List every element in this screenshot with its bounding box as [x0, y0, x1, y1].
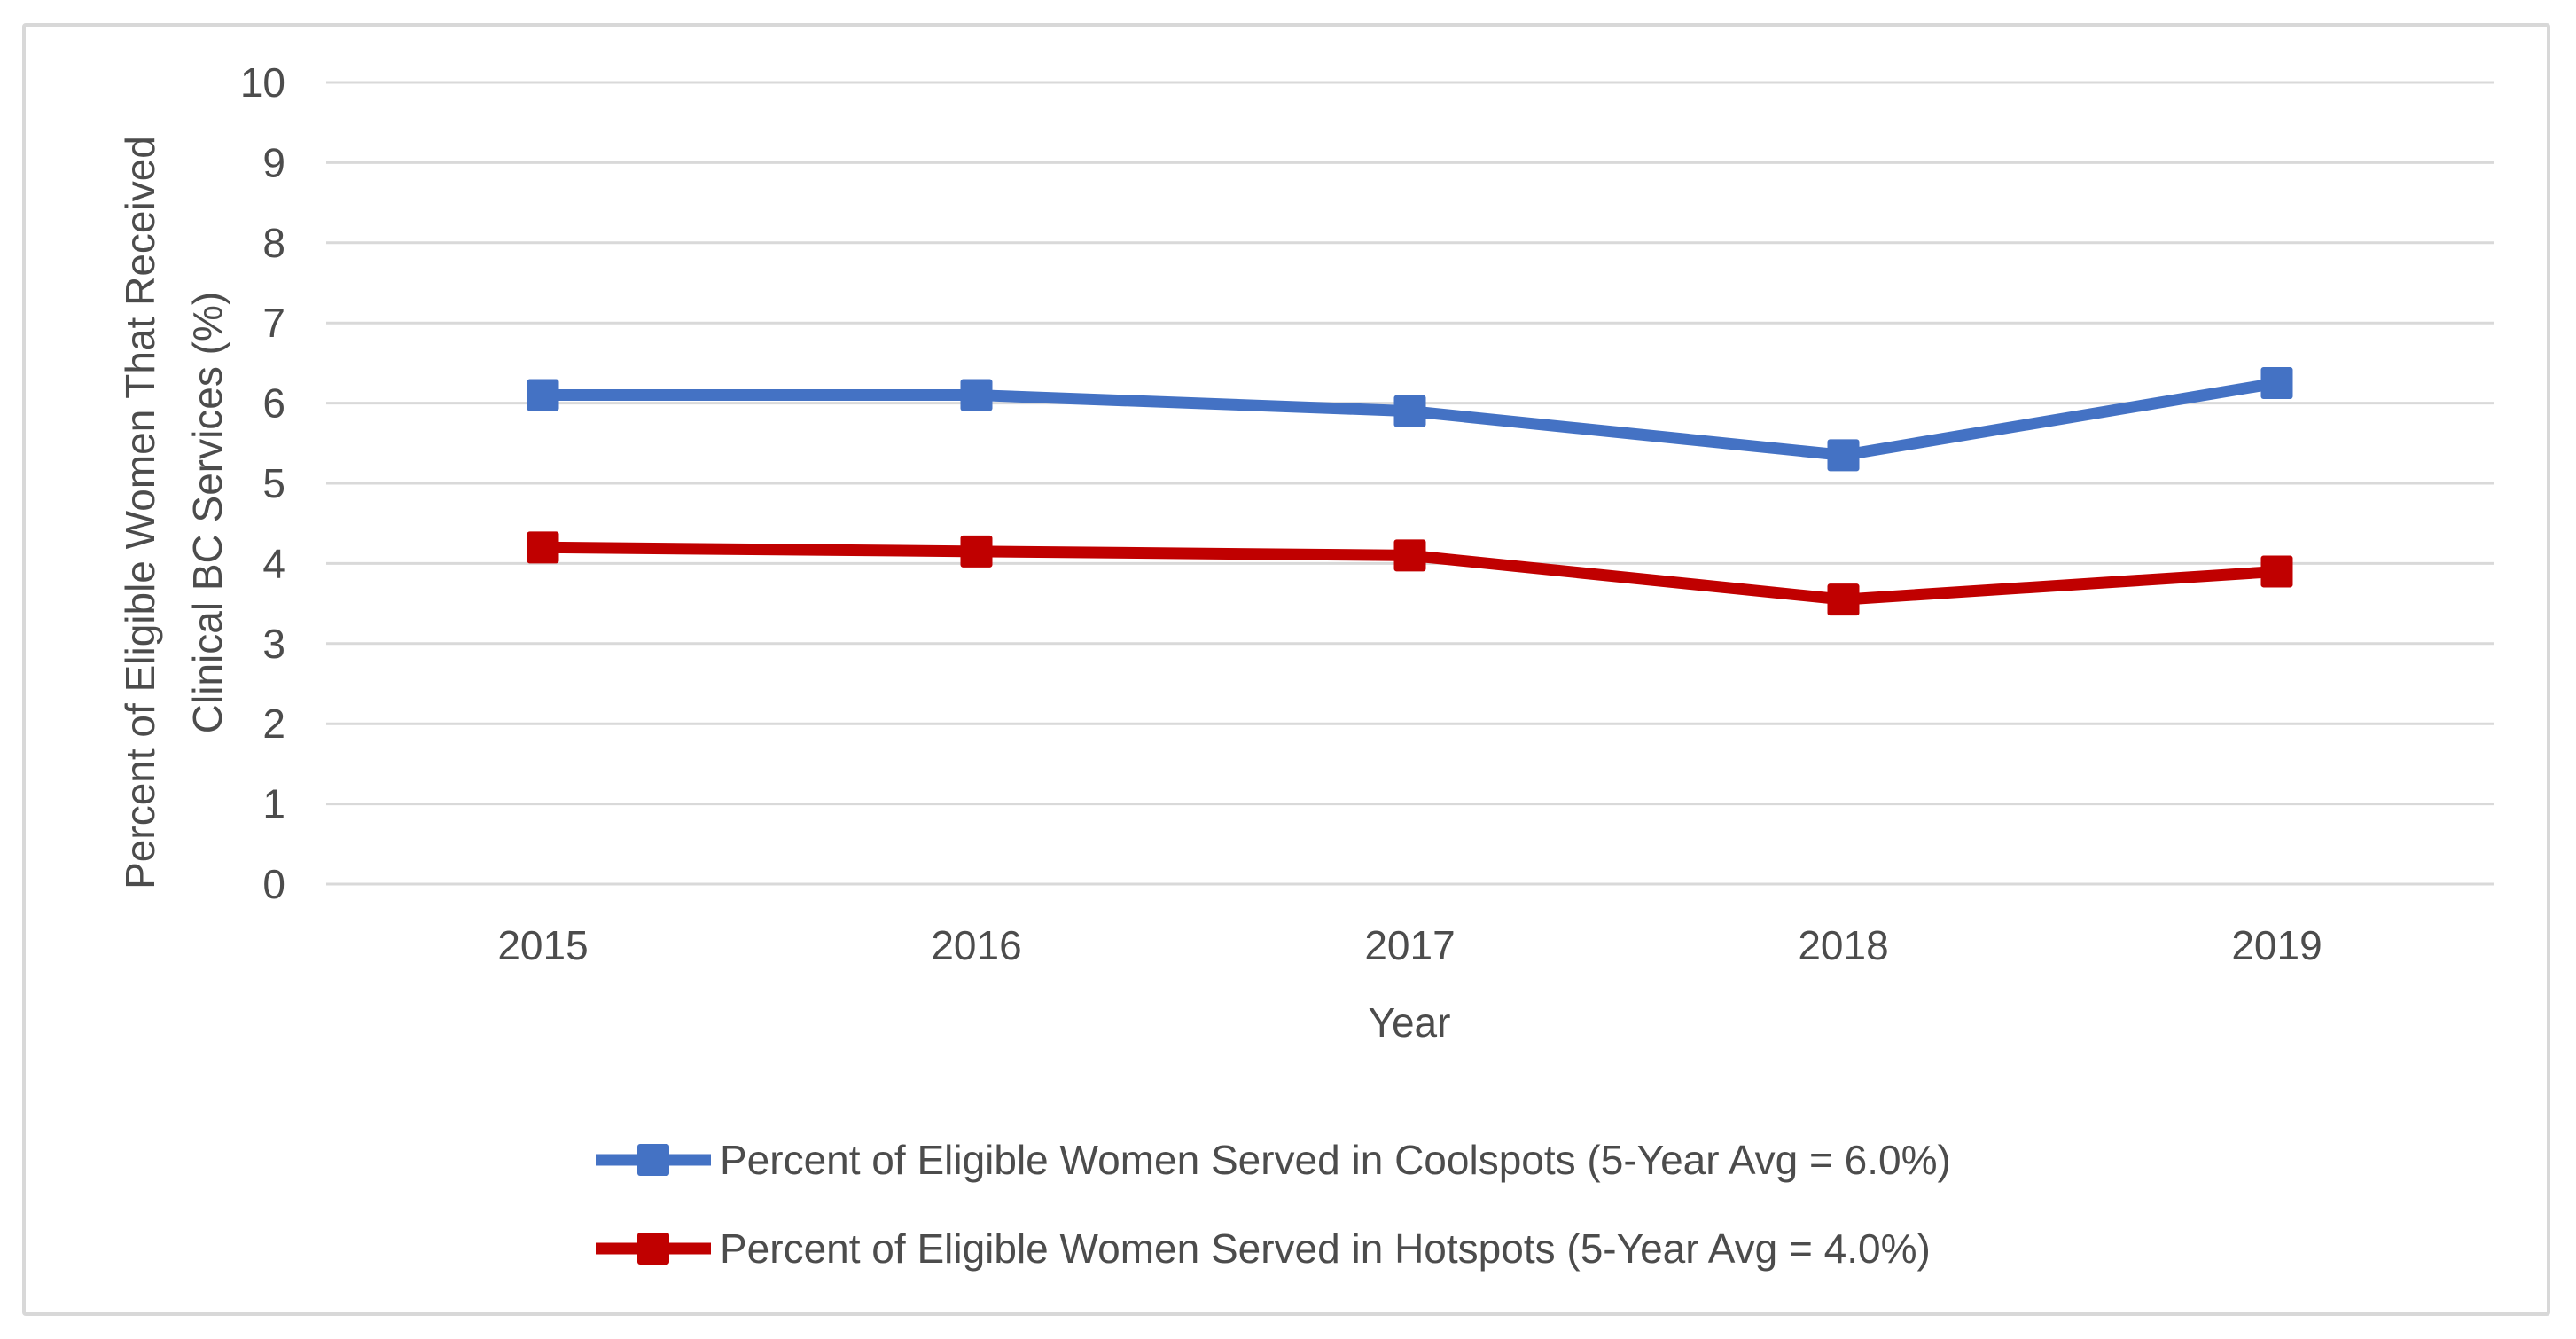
- data-point-coolspots-2018: [1827, 439, 1860, 472]
- y-tick-label-2: 2: [262, 701, 285, 747]
- legend-item-coolspots: Percent of Eligible Women Served in Cool…: [596, 1116, 1951, 1204]
- y-tick-label-0: 0: [262, 861, 285, 907]
- data-point-hotspots-2019: [2260, 555, 2293, 588]
- data-point-hotspots-2017: [1393, 539, 1426, 572]
- data-point-hotspots-2018: [1827, 583, 1860, 616]
- x-tick-label-2015: 2015: [497, 922, 588, 968]
- legend: Percent of Eligible Women Served in Cool…: [596, 1116, 1951, 1293]
- legend-item-hotspots: Percent of Eligible Women Served in Hots…: [596, 1204, 1951, 1293]
- data-point-hotspots-2016: [960, 535, 993, 568]
- data-point-coolspots-2015: [527, 379, 559, 411]
- hotspots-legend-marker-icon: [596, 1233, 711, 1265]
- y-tick-label-5: 5: [262, 460, 285, 506]
- y-tick-label-4: 4: [262, 540, 285, 586]
- y-tick-label-10: 10: [240, 59, 285, 106]
- y-axis-title: Percent of Eligible Women That Received …: [106, 96, 248, 929]
- y-tick-label-8: 8: [262, 220, 285, 266]
- y-tick-label-6: 6: [262, 380, 285, 427]
- y-tick-label-9: 9: [262, 139, 285, 185]
- y-tick-label-1: 1: [262, 781, 285, 827]
- x-axis-title: Year: [1368, 999, 1451, 1045]
- data-point-hotspots-2015: [527, 531, 559, 564]
- y-axis-title-line1: Percent of Eligible Women That Received: [117, 136, 163, 889]
- y-axis-title-line2: Clinical BC Services (%): [184, 291, 230, 734]
- x-tick-label-2019: 2019: [2231, 922, 2322, 968]
- data-point-coolspots-2016: [960, 379, 993, 411]
- data-point-coolspots-2017: [1393, 395, 1426, 427]
- x-tick-label-2018: 2018: [1798, 922, 1888, 968]
- chart-frame: [22, 23, 2550, 1316]
- y-tick-label-7: 7: [262, 300, 285, 346]
- x-tick-label-2017: 2017: [1364, 922, 1455, 968]
- legend-label-hotspots: Percent of Eligible Women Served in Hots…: [720, 1225, 1931, 1272]
- coolspots-legend-marker-icon: [596, 1144, 711, 1176]
- y-tick-label-3: 3: [262, 621, 285, 667]
- hotspots-legend-square: [637, 1233, 669, 1265]
- coolspots-legend-square: [637, 1144, 669, 1176]
- legend-label-coolspots: Percent of Eligible Women Served in Cool…: [720, 1137, 1951, 1183]
- x-tick-label-2016: 2016: [931, 922, 1021, 968]
- data-point-coolspots-2019: [2260, 367, 2293, 399]
